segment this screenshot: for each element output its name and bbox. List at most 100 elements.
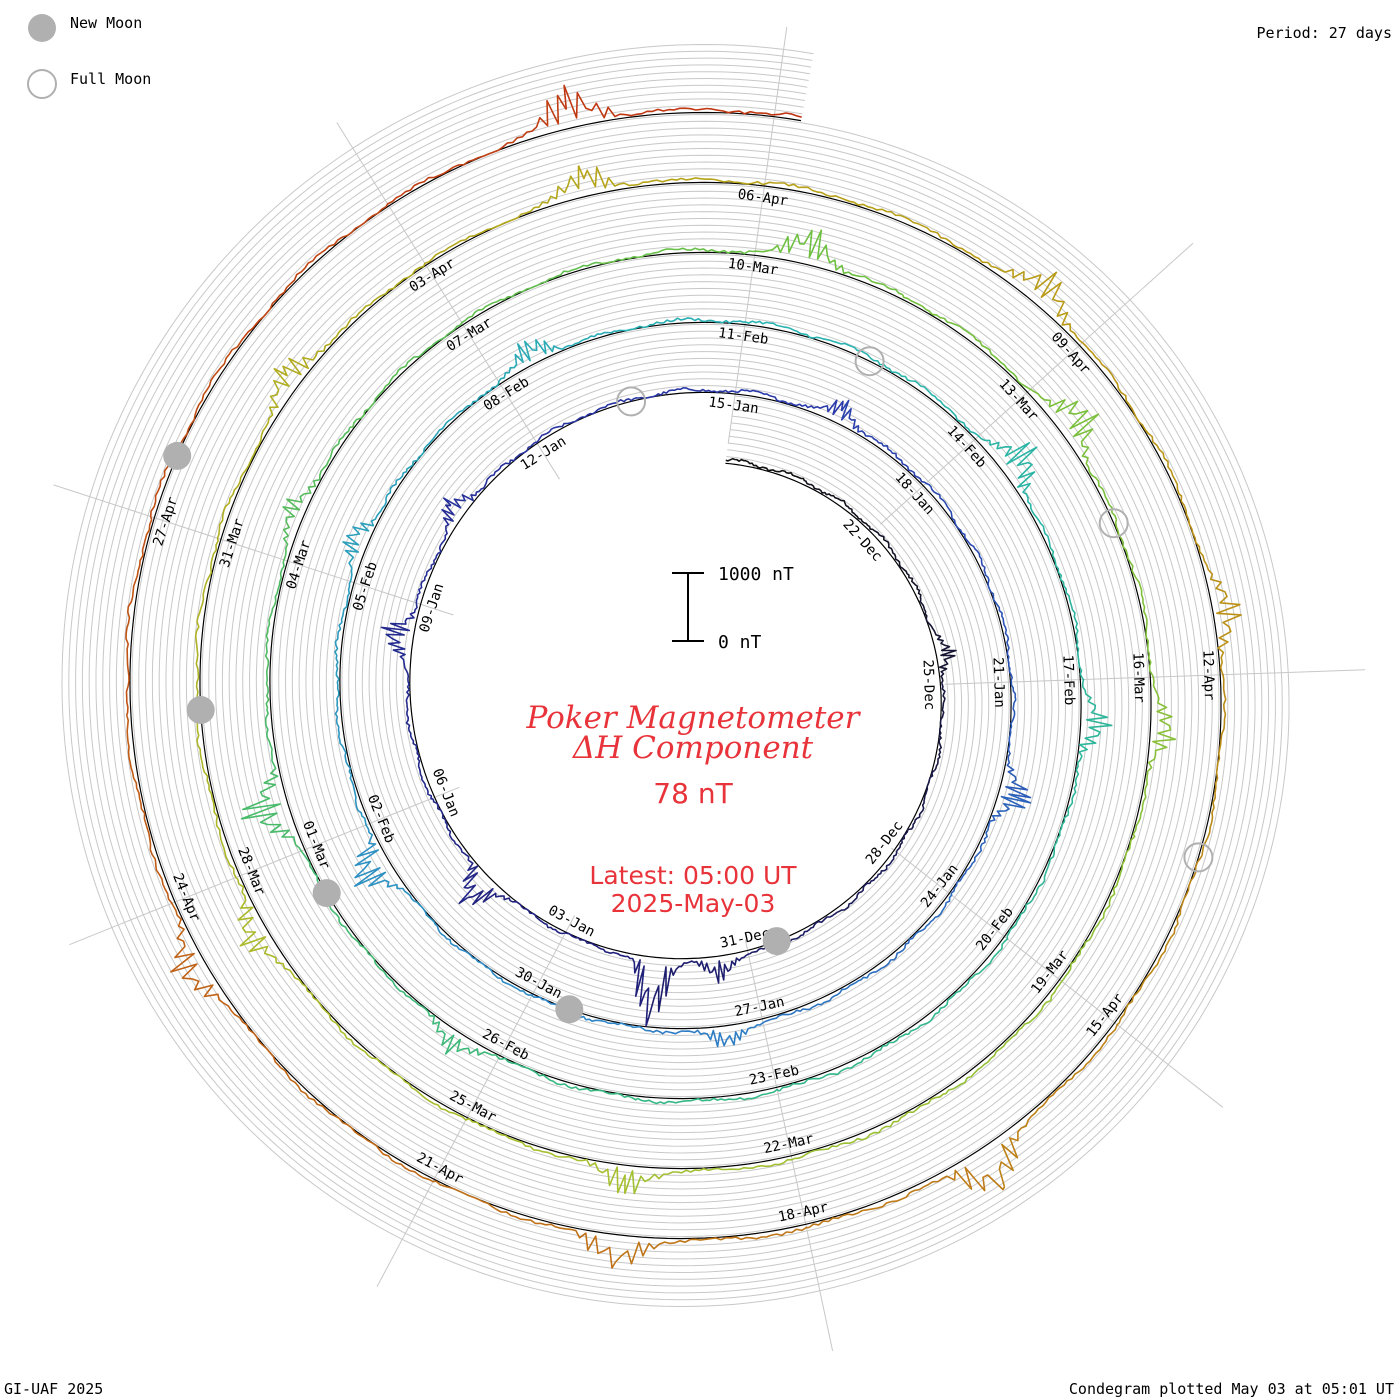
new-moon-marker: [555, 995, 584, 1024]
trace-segment: [1114, 519, 1154, 676]
trace-segment: [646, 1021, 765, 1048]
trace-segment: [793, 1093, 946, 1160]
trace-segment: [778, 1033, 909, 1092]
trace-segment: [935, 231, 1081, 342]
trace-segment: [869, 892, 953, 975]
trace-segment: [353, 826, 438, 927]
trace-segment: [872, 528, 922, 600]
grid-spoke: [69, 786, 460, 946]
grid-spoke: [53, 484, 454, 616]
trace-segment: [380, 604, 418, 705]
trace-segment: [733, 388, 844, 416]
trace-segment: [566, 932, 650, 1027]
trace-segment: [1028, 387, 1118, 521]
date-label: 09-Jan: [417, 582, 448, 635]
trace-segment: [443, 441, 536, 509]
trace-segment: [1201, 671, 1227, 857]
chart-title: Poker Magnetometer: [526, 700, 862, 736]
trace-segment: [945, 979, 1064, 1095]
trace-segment: [301, 852, 386, 974]
grid-spoke: [727, 26, 788, 444]
trace-segment: [808, 1166, 1006, 1229]
date-label: 10-Mar: [727, 256, 779, 279]
trace-segment: [752, 229, 903, 296]
trace-segment: [614, 1226, 810, 1265]
scale-bar: [672, 572, 704, 642]
trace-segment: [436, 925, 534, 998]
trace-segment: [170, 905, 282, 1069]
date-label: 12-Apr: [1199, 650, 1217, 701]
trace-segment: [432, 799, 479, 905]
trace-segment: [749, 914, 834, 955]
trace-segment: [237, 879, 333, 1022]
trace-segment: [934, 682, 946, 771]
date-label: 25-Dec: [920, 659, 938, 710]
trace-segment: [924, 481, 987, 574]
grid-ring: [61, 43, 1290, 1308]
trace-segment: [919, 599, 957, 684]
grid-ring: [109, 91, 1242, 1260]
trace-segment: [764, 973, 871, 1023]
full-moon-legend-label: Full Moon: [70, 70, 151, 88]
grid-spoke: [944, 669, 1366, 685]
trace-segment: [125, 519, 153, 716]
trace-segment: [840, 399, 926, 484]
grid-spoke: [744, 939, 834, 1352]
trace-segment: [334, 582, 351, 708]
grid-spoke: [336, 122, 560, 480]
trace-segment: [273, 265, 425, 377]
trace-segment: [264, 561, 285, 710]
full-moon-marker: [1183, 842, 1214, 873]
trace-segment: [1005, 680, 1032, 799]
latest-date: 2025-May-03: [611, 889, 776, 918]
date-label: 17-Feb: [1059, 654, 1077, 705]
new-moon-marker: [762, 927, 791, 956]
trace-segment: [194, 540, 219, 713]
footer-credit: GI-UAF 2025: [4, 1380, 103, 1398]
trace-segment: [349, 324, 462, 428]
trace-segment: [1067, 677, 1113, 814]
trace-segment: [577, 165, 763, 189]
grid-ring: [68, 50, 1283, 1301]
latest-time: Latest: 05:00 UT: [589, 861, 797, 890]
trace-segment: [331, 1020, 470, 1121]
date-label: 21-Jan: [990, 657, 1008, 708]
full-moon-marker: [854, 346, 885, 377]
trace-segment: [743, 320, 871, 358]
trace-segment: [648, 953, 750, 1018]
magnetometer-trace: [125, 84, 1242, 1269]
full-moon-marker: [616, 386, 647, 417]
trace-segment: [869, 356, 978, 436]
new-moon-legend-icon: [28, 14, 56, 42]
trace-segment: [624, 1157, 795, 1195]
grid-spoke: [891, 847, 1224, 1108]
trace-segment: [405, 383, 499, 472]
trace-segment: [497, 330, 615, 385]
trace-segment: [405, 704, 434, 800]
footer-plotted: Condegram plotted May 03 at 05:01 UT: [1069, 1380, 1394, 1398]
trace-segment: [1079, 340, 1180, 495]
new-moon-legend-label: New Moon: [70, 14, 142, 32]
scale-top-label: 1000 nT: [718, 564, 794, 585]
trace-segment: [240, 709, 304, 854]
chart-subtitle: ΔH Component: [572, 730, 814, 766]
moon-markers: [163, 346, 1214, 1024]
trace-segment: [614, 317, 744, 333]
period-label: Period: 27 days: [1257, 24, 1392, 42]
new-moon-marker: [186, 696, 215, 724]
trace-segment: [435, 1180, 617, 1269]
grid-ring: [88, 71, 1263, 1280]
trace-segment: [423, 165, 580, 267]
trace-segment: [984, 573, 1013, 681]
date-label: 15-Jan: [707, 394, 759, 417]
grid-ring: [75, 57, 1276, 1294]
trace-segment: [771, 112, 802, 118]
trace-segment: [533, 996, 648, 1032]
trace-segment: [534, 398, 630, 444]
trace-segment: [342, 470, 408, 584]
trace-segment: [1118, 855, 1203, 1024]
full-moon-legend-icon: [27, 69, 57, 99]
trace-segment: [1132, 674, 1177, 835]
trace-segment: [334, 706, 368, 827]
